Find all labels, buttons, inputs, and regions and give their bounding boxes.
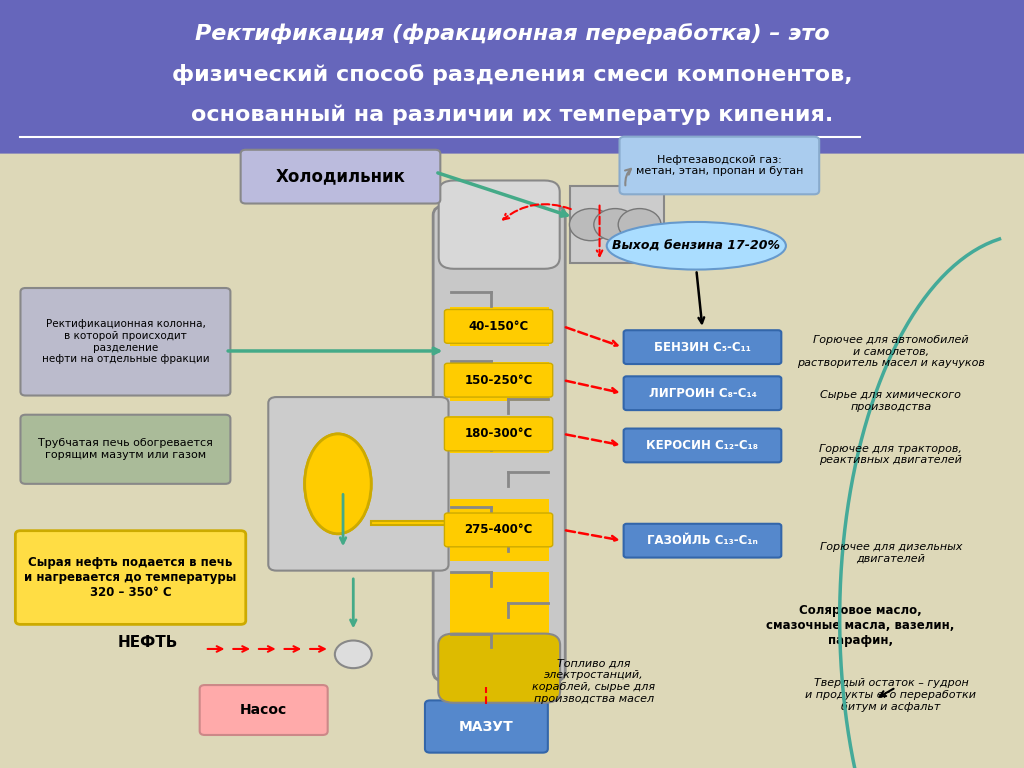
- FancyBboxPatch shape: [20, 415, 230, 484]
- Bar: [450, 572, 549, 695]
- Polygon shape: [372, 521, 445, 525]
- FancyBboxPatch shape: [620, 137, 819, 194]
- Text: 40-150°C: 40-150°C: [468, 320, 528, 333]
- Text: Выход бензина 17-20%: Выход бензина 17-20%: [612, 240, 780, 252]
- FancyBboxPatch shape: [268, 397, 449, 571]
- Ellipse shape: [606, 222, 786, 270]
- Text: Ректификация (фракционная переработка) – это: Ректификация (фракционная переработка) –…: [195, 23, 829, 45]
- Text: Трубчатая печь обогревается
горящим мазутм или газом: Трубчатая печь обогревается горящим мазу…: [38, 439, 213, 460]
- Circle shape: [335, 641, 372, 668]
- FancyBboxPatch shape: [425, 700, 548, 753]
- Text: Насос: Насос: [240, 703, 288, 717]
- Text: БЕНЗИН С₅-С₁₁: БЕНЗИН С₅-С₁₁: [654, 341, 751, 353]
- FancyBboxPatch shape: [624, 524, 781, 558]
- Bar: [450, 499, 549, 561]
- Bar: [450, 416, 549, 453]
- FancyBboxPatch shape: [241, 150, 440, 204]
- FancyBboxPatch shape: [433, 206, 565, 681]
- Bar: [450, 307, 549, 346]
- FancyBboxPatch shape: [624, 376, 781, 410]
- Text: ЛИГРОИН С₈-С₁₄: ЛИГРОИН С₈-С₁₄: [648, 387, 757, 399]
- FancyBboxPatch shape: [15, 531, 246, 624]
- FancyBboxPatch shape: [444, 363, 553, 397]
- Ellipse shape: [305, 434, 372, 534]
- Text: Ректификационная колонна,
в которой происходит
разделение
нефти на отдельные фра: Ректификационная колонна, в которой прои…: [42, 319, 209, 364]
- FancyBboxPatch shape: [624, 330, 781, 364]
- Text: 275-400°C: 275-400°C: [464, 524, 532, 536]
- Text: МАЗУТ: МАЗУТ: [459, 720, 514, 733]
- Text: физический способ разделения смеси компонентов,: физический способ разделения смеси компо…: [172, 64, 852, 85]
- FancyBboxPatch shape: [624, 429, 781, 462]
- Bar: [450, 362, 549, 401]
- Circle shape: [569, 209, 612, 240]
- Text: Горючее для автомобилей
и самолетов,
растворитель масел и каучуков: Горючее для автомобилей и самолетов, рас…: [797, 335, 985, 369]
- Circle shape: [618, 209, 662, 240]
- Text: Сырая нефть подается в печь
и нагревается до температуры
320 – 350° С: Сырая нефть подается в печь и нагреваетс…: [25, 556, 237, 599]
- Text: Твердый остаток – гудрон
и продукты его переработки
битум и асфальт: Твердый остаток – гудрон и продукты его …: [806, 678, 976, 712]
- Text: Нефтезаводской газ:
метан, этан, пропан и бутан: Нефтезаводской газ: метан, этан, пропан …: [636, 154, 803, 177]
- Circle shape: [594, 209, 637, 240]
- Text: основанный на различии их температур кипения.: основанный на различии их температур кип…: [190, 105, 834, 125]
- Text: Горючее для дизельных
двигателей: Горючее для дизельных двигателей: [819, 542, 963, 564]
- FancyBboxPatch shape: [438, 634, 560, 703]
- Text: 150-250°C: 150-250°C: [464, 374, 532, 386]
- Text: КЕРОСИН С₁₂-С₁₈: КЕРОСИН С₁₂-С₁₈: [646, 439, 759, 452]
- FancyBboxPatch shape: [0, 0, 1024, 154]
- Bar: [0, 142, 1024, 768]
- FancyBboxPatch shape: [200, 685, 328, 735]
- FancyBboxPatch shape: [20, 288, 230, 396]
- Text: ГАЗОЙЛЬ С₁₃-С₁ₙ: ГАЗОЙЛЬ С₁₃-С₁ₙ: [647, 535, 758, 547]
- FancyBboxPatch shape: [438, 180, 560, 269]
- FancyBboxPatch shape: [444, 513, 553, 547]
- FancyBboxPatch shape: [570, 186, 664, 263]
- Text: Топливо для
электростанций,
кораблей, сырье для
производства масел: Топливо для электростанций, кораблей, сы…: [532, 659, 655, 703]
- Text: Холодильник: Холодильник: [275, 167, 406, 186]
- FancyBboxPatch shape: [444, 417, 553, 451]
- FancyBboxPatch shape: [444, 310, 553, 343]
- Text: Сырье для химического
производства: Сырье для химического производства: [820, 390, 962, 412]
- Text: Соляровое масло,
смазочные масла, вазелин,
парафин,: Соляровое масло, смазочные масла, вазели…: [766, 604, 954, 647]
- FancyBboxPatch shape: [461, 0, 1024, 768]
- Text: Горючее для тракторов,
реактивных двигателей: Горючее для тракторов, реактивных двигат…: [819, 444, 963, 465]
- Text: НЕФТЬ: НЕФТЬ: [118, 635, 178, 650]
- Text: 180-300°C: 180-300°C: [465, 428, 532, 440]
